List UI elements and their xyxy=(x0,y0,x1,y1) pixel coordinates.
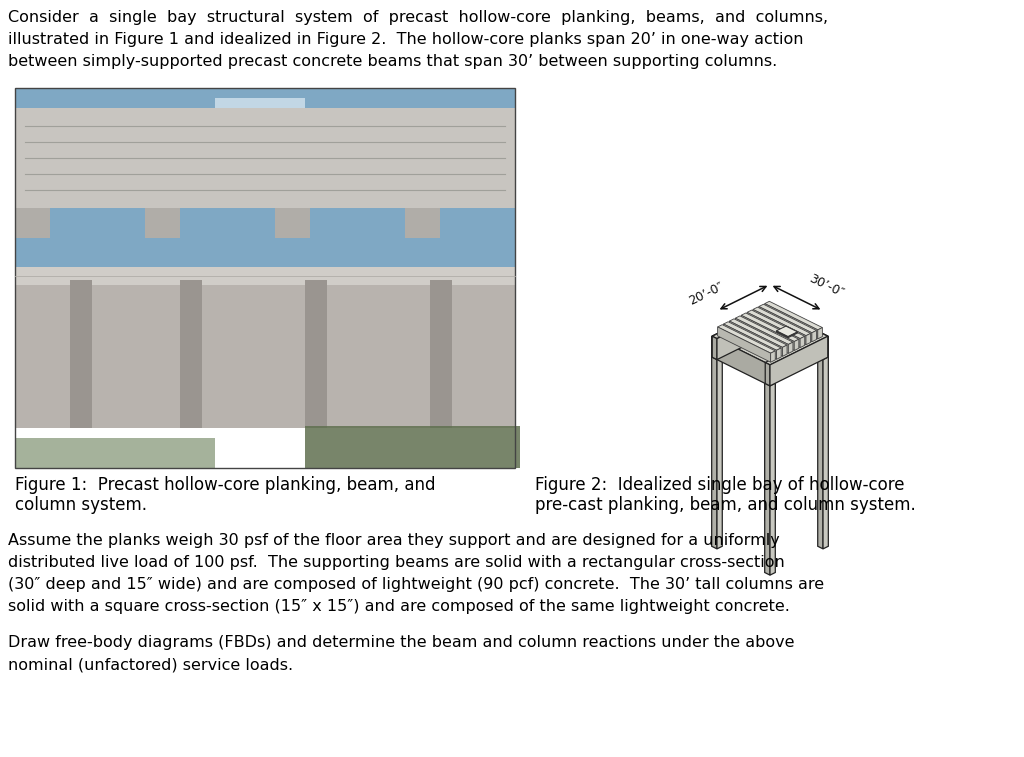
Polygon shape xyxy=(823,336,828,549)
Polygon shape xyxy=(712,334,722,339)
Polygon shape xyxy=(729,319,787,347)
Polygon shape xyxy=(741,313,799,341)
Bar xyxy=(15,285,515,428)
Polygon shape xyxy=(713,336,717,360)
Polygon shape xyxy=(713,307,775,338)
Text: nominal (unfactored) service loads.: nominal (unfactored) service loads. xyxy=(8,657,293,672)
Polygon shape xyxy=(795,339,799,350)
Polygon shape xyxy=(765,307,827,338)
Bar xyxy=(70,279,92,428)
Polygon shape xyxy=(748,310,805,338)
Polygon shape xyxy=(753,307,811,335)
Polygon shape xyxy=(713,336,770,386)
Bar xyxy=(15,266,515,285)
Text: Consider  a  single  bay  structural  system  of  precast  hollow-core  planking: Consider a single bay structural system … xyxy=(8,10,828,25)
Bar xyxy=(145,208,180,238)
Polygon shape xyxy=(712,336,717,549)
Text: Figure 1:  Precast hollow-core planking, beam, and: Figure 1: Precast hollow-core planking, … xyxy=(15,476,435,494)
Text: solid with a square cross-section (15″ x 15″) and are composed of the same light: solid with a square cross-section (15″ x… xyxy=(8,599,790,614)
Polygon shape xyxy=(718,327,771,362)
Polygon shape xyxy=(765,360,775,365)
Polygon shape xyxy=(753,310,806,344)
Text: Assume the planks weigh 30 psf of the floor area they support and are designed f: Assume the planks weigh 30 psf of the fl… xyxy=(8,533,779,548)
Polygon shape xyxy=(770,310,775,522)
Polygon shape xyxy=(776,348,781,360)
Polygon shape xyxy=(818,328,822,339)
Bar xyxy=(305,279,327,428)
Polygon shape xyxy=(735,316,793,344)
Text: 20’-0″: 20’-0″ xyxy=(686,279,725,307)
Polygon shape xyxy=(812,331,816,341)
Polygon shape xyxy=(724,324,776,360)
Polygon shape xyxy=(748,313,800,347)
Polygon shape xyxy=(782,345,787,357)
Polygon shape xyxy=(771,351,775,362)
Polygon shape xyxy=(770,336,827,386)
Polygon shape xyxy=(735,318,788,354)
Polygon shape xyxy=(759,307,812,341)
Polygon shape xyxy=(759,304,816,333)
Bar xyxy=(15,438,215,468)
Polygon shape xyxy=(765,310,823,360)
Bar xyxy=(275,208,310,238)
Polygon shape xyxy=(765,334,827,365)
Polygon shape xyxy=(718,325,775,354)
Bar xyxy=(305,426,520,468)
Bar xyxy=(65,108,185,143)
Polygon shape xyxy=(724,322,781,350)
Polygon shape xyxy=(765,310,770,522)
Polygon shape xyxy=(770,363,775,575)
Polygon shape xyxy=(717,336,722,549)
Polygon shape xyxy=(770,363,775,386)
Text: 30’-0″: 30’-0″ xyxy=(807,272,846,300)
Polygon shape xyxy=(741,315,795,350)
Polygon shape xyxy=(713,334,775,365)
Bar xyxy=(430,279,452,428)
Polygon shape xyxy=(788,342,793,354)
Text: Draw free-body diagrams (FBDs) and determine the beam and column reactions under: Draw free-body diagrams (FBDs) and deter… xyxy=(8,635,795,650)
Bar xyxy=(215,98,305,123)
Polygon shape xyxy=(765,301,822,330)
Polygon shape xyxy=(823,336,827,360)
Text: distributed live load of 100 psf.  The supporting beams are solid with a rectang: distributed live load of 100 psf. The su… xyxy=(8,555,784,570)
Bar xyxy=(180,279,202,428)
Polygon shape xyxy=(776,331,788,338)
Polygon shape xyxy=(806,333,811,344)
Text: Figure 2:  Idealized single bay of hollow-core: Figure 2: Idealized single bay of hollow… xyxy=(535,476,904,494)
Text: column system.: column system. xyxy=(15,496,147,514)
Polygon shape xyxy=(717,310,775,360)
Polygon shape xyxy=(729,321,782,357)
Bar xyxy=(15,208,50,238)
Polygon shape xyxy=(818,334,828,339)
Bar xyxy=(15,88,515,270)
Text: (30″ deep and 15″ wide) and are composed of lightweight (90 pcf) concrete.  The : (30″ deep and 15″ wide) and are composed… xyxy=(8,577,824,592)
Polygon shape xyxy=(765,304,818,339)
Text: illustrated in Figure 1 and idealized in Figure 2.  The hollow-core planks span : illustrated in Figure 1 and idealized in… xyxy=(8,32,804,47)
Polygon shape xyxy=(776,326,798,337)
Text: between simply-supported precast concrete beams that span 30’ between supporting: between simply-supported precast concret… xyxy=(8,54,777,69)
Polygon shape xyxy=(765,363,770,575)
Polygon shape xyxy=(818,336,823,549)
Polygon shape xyxy=(765,363,770,386)
Polygon shape xyxy=(800,336,805,347)
Bar xyxy=(15,108,515,208)
Bar xyxy=(15,88,515,468)
Polygon shape xyxy=(788,332,798,338)
Text: pre-cast planking, beam, and column system.: pre-cast planking, beam, and column syst… xyxy=(535,496,915,514)
Bar xyxy=(406,208,440,238)
Polygon shape xyxy=(765,307,775,313)
